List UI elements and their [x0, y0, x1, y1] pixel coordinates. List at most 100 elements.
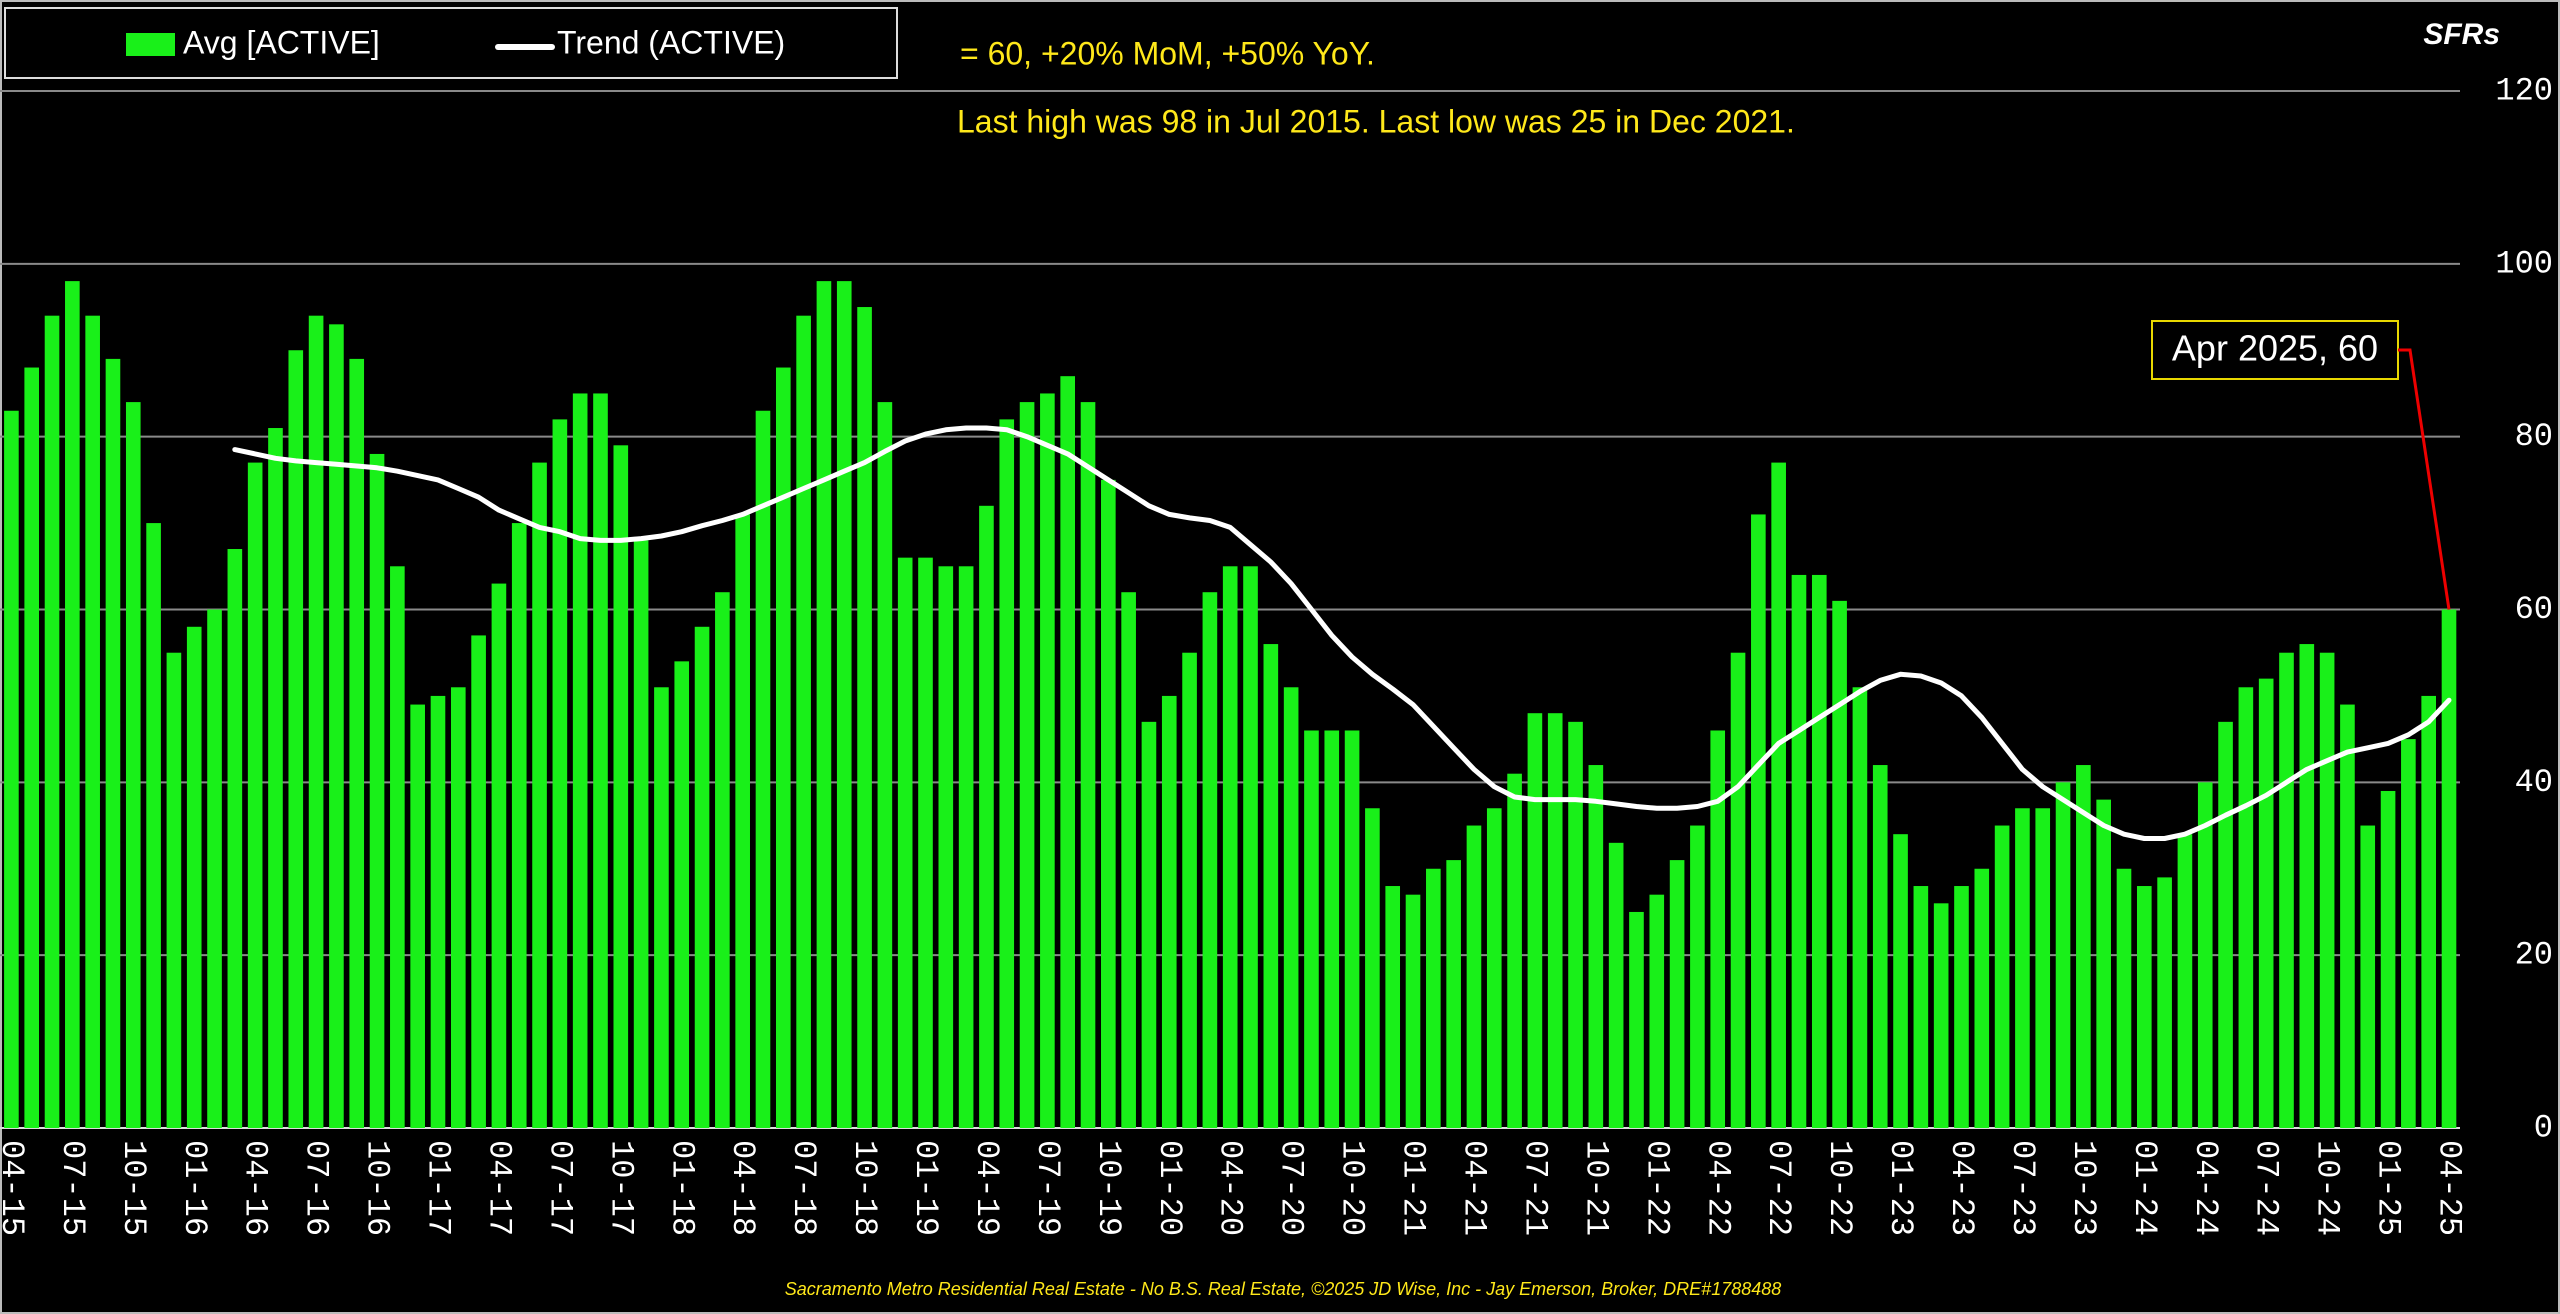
bar: [166, 652, 182, 1128]
y-tick-label: 100: [2495, 245, 2553, 282]
bar: [471, 635, 486, 1128]
bar: [694, 626, 710, 1128]
x-tick-label: 10-18: [846, 1140, 883, 1236]
bar: [633, 540, 649, 1128]
bar: [593, 393, 608, 1128]
legend-swatch: [126, 33, 175, 56]
bar: [1344, 730, 1360, 1128]
bar: [1060, 376, 1076, 1128]
bar: [1588, 765, 1604, 1128]
x-tick-label: 07-24: [2248, 1140, 2285, 1236]
bar: [1852, 687, 1868, 1128]
x-tick-label: 07-23: [2004, 1140, 2041, 1236]
x-tick-label: 07-21: [1516, 1140, 1553, 1236]
bar: [958, 566, 974, 1128]
bar: [146, 523, 161, 1128]
bar: [999, 419, 1015, 1129]
x-tick-label: 04-23: [1943, 1140, 1980, 1236]
bar: [1730, 652, 1746, 1128]
bar: [1954, 886, 1969, 1128]
bar: [1913, 886, 1929, 1128]
bar: [1101, 479, 1116, 1128]
bar: [1446, 860, 1461, 1128]
bar: [2136, 886, 2152, 1128]
x-tick-label: 01-22: [1638, 1140, 1675, 1236]
bar: [1304, 730, 1319, 1128]
x-tick-label: 01-25: [2370, 1140, 2407, 1236]
bar: [1263, 644, 1279, 1128]
x-tick-label: 10-20: [1334, 1140, 1371, 1236]
bar: [1243, 566, 1258, 1128]
bar: [1141, 721, 1157, 1128]
bar: [85, 315, 100, 1128]
bar: [1385, 886, 1401, 1128]
x-tick-label: 01-17: [420, 1140, 457, 1236]
trend-line: [232, 425, 2452, 841]
bar: [735, 514, 750, 1128]
x-tick-label: 07-15: [54, 1140, 91, 1236]
y-tick-label: 80: [2515, 418, 2553, 455]
bar: [2015, 808, 2030, 1128]
bar: [1568, 721, 1583, 1128]
bar: [1283, 687, 1299, 1128]
callout-leader: [2398, 348, 2451, 610]
bar: [2238, 687, 2254, 1128]
bar: [2076, 765, 2091, 1128]
bar: [674, 661, 690, 1128]
bar: [1222, 566, 1238, 1128]
x-tick-label: 10-22: [1821, 1140, 1858, 1236]
bar: [2401, 739, 2416, 1128]
bar: [1182, 652, 1197, 1128]
bar: [979, 505, 994, 1128]
bar: [2340, 704, 2355, 1128]
x-tick-label: 07-20: [1273, 1140, 1310, 1236]
bar: [2319, 652, 2335, 1128]
x-tick-label: 01-18: [663, 1140, 700, 1236]
bar: [1426, 868, 1441, 1128]
bar: [897, 557, 913, 1128]
bar: [430, 695, 446, 1128]
bar: [329, 324, 344, 1128]
bar: [1040, 393, 1055, 1128]
x-tick-label: 10-24: [2309, 1140, 2346, 1236]
footer: Sacramento Metro Residential Real Estate…: [785, 1279, 1782, 1299]
bar: [2055, 782, 2071, 1128]
bar: [2096, 799, 2111, 1128]
y-tick-label: 20: [2515, 937, 2553, 974]
x-tick-label: 01-21: [1395, 1140, 1432, 1236]
bar: [1161, 695, 1177, 1128]
bar: [247, 462, 263, 1128]
bar: [1608, 842, 1624, 1128]
callout-label: Apr 2025, 60: [2172, 328, 2378, 369]
bar: [613, 445, 629, 1128]
bar: [1872, 765, 1888, 1128]
bar: [105, 358, 121, 1128]
x-tick-label: 04-21: [1456, 1140, 1493, 1236]
x-tick-label: 10-16: [359, 1140, 396, 1236]
bar: [450, 687, 466, 1128]
legend-label: Avg [ACTIVE]: [183, 24, 380, 60]
bar: [755, 410, 771, 1128]
x-tick-label: 07-17: [541, 1140, 578, 1236]
bar: [1832, 600, 1847, 1128]
bar: [1466, 825, 1482, 1128]
y-axis-label: SFRs: [2423, 18, 2500, 51]
bar: [2441, 609, 2457, 1128]
bar: [308, 315, 324, 1128]
x-tick-label: 01-24: [2126, 1140, 2163, 1236]
x-tick-label: 10-15: [115, 1140, 152, 1236]
bar: [1121, 592, 1136, 1128]
bar: [1507, 773, 1522, 1128]
bar: [1690, 825, 1705, 1128]
bar: [1486, 808, 1502, 1128]
bar: [491, 583, 507, 1128]
bar: [2197, 782, 2213, 1128]
bar: [2035, 808, 2051, 1128]
bar: [1974, 868, 1990, 1128]
bar: [1629, 911, 1644, 1128]
x-tick-label: 04-19: [968, 1140, 1005, 1236]
bar: [1527, 713, 1543, 1128]
bar: [836, 281, 852, 1128]
bar: [44, 315, 60, 1128]
bar: [654, 687, 669, 1128]
